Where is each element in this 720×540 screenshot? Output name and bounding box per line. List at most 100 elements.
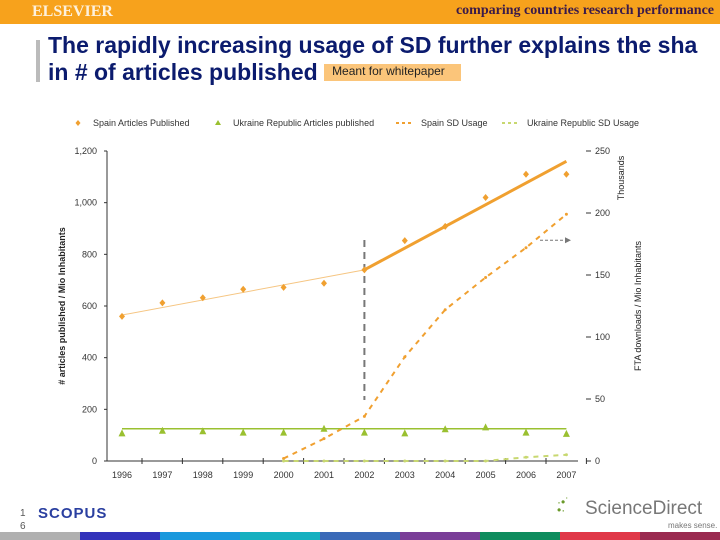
data-point [443, 308, 447, 312]
data-point [562, 429, 570, 437]
x-tick-label: 1998 [193, 470, 213, 480]
right-axis-title: FTA downloads / Mio Inhabitants [633, 241, 643, 371]
series-line-2 [283, 213, 568, 460]
x-tick-label: 2002 [354, 470, 374, 480]
x-tick-label: 1997 [152, 470, 172, 480]
elsevier-logo: ELSEVIER [32, 3, 113, 20]
right-tick-label: 50 [595, 394, 605, 404]
data-point [403, 459, 407, 463]
right-axis-unit: Thousands [616, 155, 626, 200]
data-point [360, 428, 368, 436]
right-tick-label: 150 [595, 270, 610, 280]
x-tick-label: 1999 [233, 470, 253, 480]
header-subtitle: comparing countries research performance [455, 3, 714, 18]
x-tick-label: 2000 [274, 470, 294, 480]
slide-title: The rapidly increasing usage of SD furth… [48, 32, 697, 86]
page-number-b: 6 [20, 521, 26, 532]
data-point [524, 455, 528, 459]
legend-label: Ukraine Republic Articles published [233, 118, 374, 128]
title-line-2: in # of articles published [48, 59, 318, 85]
footer-color-segment [640, 532, 720, 540]
legend-marker [75, 120, 81, 126]
data-point [564, 453, 568, 457]
footer-color-segment [560, 532, 640, 540]
data-point [522, 428, 530, 436]
data-point [442, 222, 449, 230]
x-tick-label: 2001 [314, 470, 334, 480]
footer-color-segment [0, 532, 80, 540]
legend-label: Ukraine Republic SD Usage [527, 118, 639, 128]
page-number-a: 1 [20, 508, 26, 519]
data-point [484, 459, 488, 463]
data-point [199, 294, 206, 302]
data-point [361, 266, 368, 274]
x-tick-label: 1996 [112, 470, 132, 480]
title-accent [36, 40, 40, 82]
data-point [362, 414, 366, 418]
data-point [118, 429, 126, 437]
footer-color-segment [400, 532, 480, 540]
data-point [362, 459, 366, 463]
right-tick-label: 200 [595, 208, 610, 218]
data-point [443, 459, 447, 463]
data-point [403, 355, 407, 359]
data-point [119, 312, 125, 320]
data-point [401, 237, 408, 245]
trendline [363, 160, 568, 272]
x-tick-label: 2004 [435, 470, 455, 480]
data-point [158, 426, 166, 434]
legend-marker [215, 120, 221, 125]
sciencedirect-leaf-icon: ·•˙ •· [557, 495, 570, 517]
data-point [282, 459, 286, 463]
arrow-head-icon [565, 237, 571, 244]
footer-color-segment [480, 532, 560, 540]
data-point [563, 170, 570, 178]
left-tick-label: 1,000 [74, 198, 97, 208]
data-point [199, 427, 207, 435]
left-tick-label: 0 [92, 456, 97, 466]
header-bar: ELSEVIER comparing countries research pe… [0, 0, 720, 24]
left-tick-label: 600 [82, 301, 97, 311]
data-point [524, 246, 528, 250]
data-point [321, 279, 327, 287]
legend-label: Spain Articles Published [93, 118, 190, 128]
left-tick-label: 800 [82, 249, 97, 259]
right-tick-label: 0 [595, 456, 600, 466]
footer-color-segment [160, 532, 240, 540]
data-point [280, 283, 287, 291]
left-tick-label: 1,200 [74, 146, 97, 156]
footer-color-bar [0, 532, 720, 540]
data-point [322, 437, 326, 441]
left-tick-label: 400 [82, 353, 97, 363]
title-line-1: The rapidly increasing usage of SD furth… [48, 32, 698, 58]
data-point [280, 428, 288, 436]
data-point [484, 275, 488, 279]
data-point [322, 459, 326, 463]
data-point [282, 457, 286, 461]
scopus-logo: SCOPUS [38, 505, 108, 522]
right-tick-label: 250 [595, 146, 610, 156]
left-axis-title: # articles published / Mio Inhabitants [57, 227, 67, 385]
footer-color-segment [320, 532, 400, 540]
sciencedirect-logo: ScienceDirect [585, 498, 703, 519]
data-point [482, 423, 490, 431]
data-point [523, 170, 529, 178]
legend-label: Spain SD Usage [421, 118, 488, 128]
x-tick-label: 2006 [516, 470, 536, 480]
data-point [441, 425, 449, 433]
data-point [239, 428, 247, 436]
x-tick-label: 2007 [556, 470, 576, 480]
footer-color-segment [240, 532, 320, 540]
data-point [159, 299, 166, 307]
footer-color-segment [80, 532, 160, 540]
data-point [401, 429, 409, 437]
data-point [564, 212, 568, 216]
right-tick-label: 100 [595, 332, 610, 342]
sciencedirect-tagline: makes sense. [668, 521, 718, 530]
left-tick-label: 200 [82, 404, 97, 414]
data-point [482, 194, 489, 201]
x-tick-label: 2003 [395, 470, 415, 480]
data-point [320, 424, 328, 432]
